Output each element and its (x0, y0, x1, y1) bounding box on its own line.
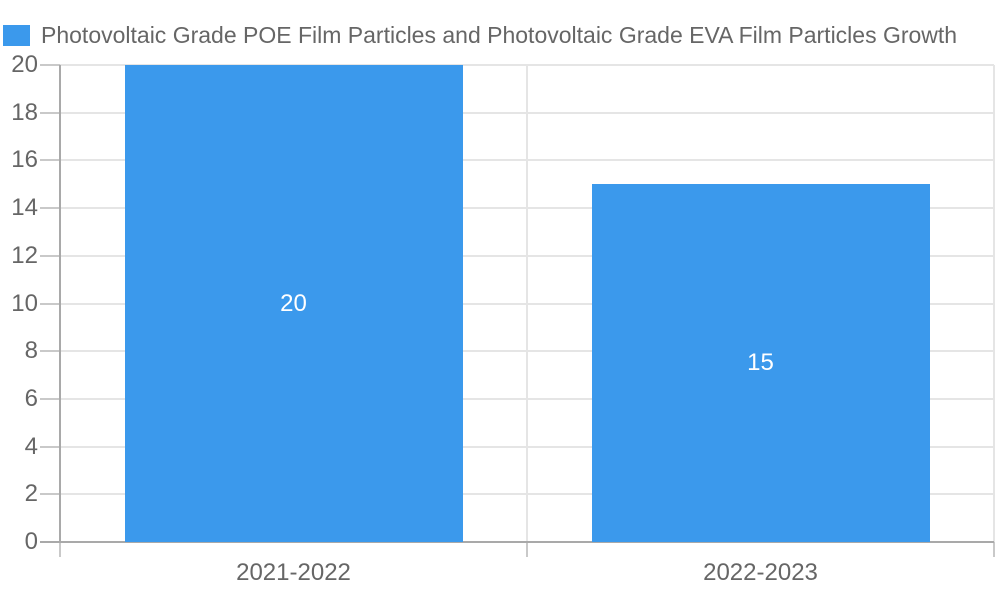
x-gridline (993, 65, 995, 542)
x-tick-mark (993, 542, 995, 557)
x-tick-mark (59, 542, 61, 557)
y-tick-label: 18 (11, 98, 38, 126)
x-gridline (526, 65, 528, 542)
x-tick-label: 2022-2023 (703, 559, 818, 586)
y-tick-label: 20 (11, 51, 38, 78)
x-tick-mark (526, 542, 528, 557)
y-tick-mark (40, 111, 60, 114)
y-tick-mark (40, 397, 60, 400)
legend[interactable]: Photovoltaic Grade POE Film Particles an… (3, 21, 957, 49)
y-tick-label: 14 (11, 194, 38, 222)
bar-value-label: 15 (747, 349, 774, 377)
bar-value-label: 20 (280, 289, 307, 317)
bar[interactable]: 15 (591, 184, 930, 542)
y-tick-mark (40, 302, 60, 305)
y-axis-line (59, 65, 61, 542)
y-tick-label: 16 (11, 146, 38, 174)
y-tick-label: 12 (11, 241, 38, 269)
legend-label: Photovoltaic Grade POE Film Particles an… (41, 22, 958, 48)
y-tick-mark (40, 493, 60, 496)
y-tick-mark (40, 350, 60, 353)
y-tick-label: 10 (11, 289, 38, 317)
y-tick-label: 4 (24, 432, 38, 460)
y-tick-label: 8 (24, 337, 38, 365)
y-tick-mark (40, 159, 60, 162)
y-tick-mark (40, 445, 60, 448)
y-tick-mark (40, 64, 60, 66)
legend-swatch-icon (3, 24, 30, 46)
x-tick-label: 2021-2022 (236, 559, 351, 586)
y-tick-label: 0 (24, 528, 38, 555)
bar[interactable]: 20 (124, 65, 463, 542)
y-tick-mark (40, 207, 60, 210)
y-tick-label: 6 (24, 384, 38, 412)
y-tick-mark (40, 254, 60, 257)
y-tick-label: 2 (24, 480, 38, 508)
